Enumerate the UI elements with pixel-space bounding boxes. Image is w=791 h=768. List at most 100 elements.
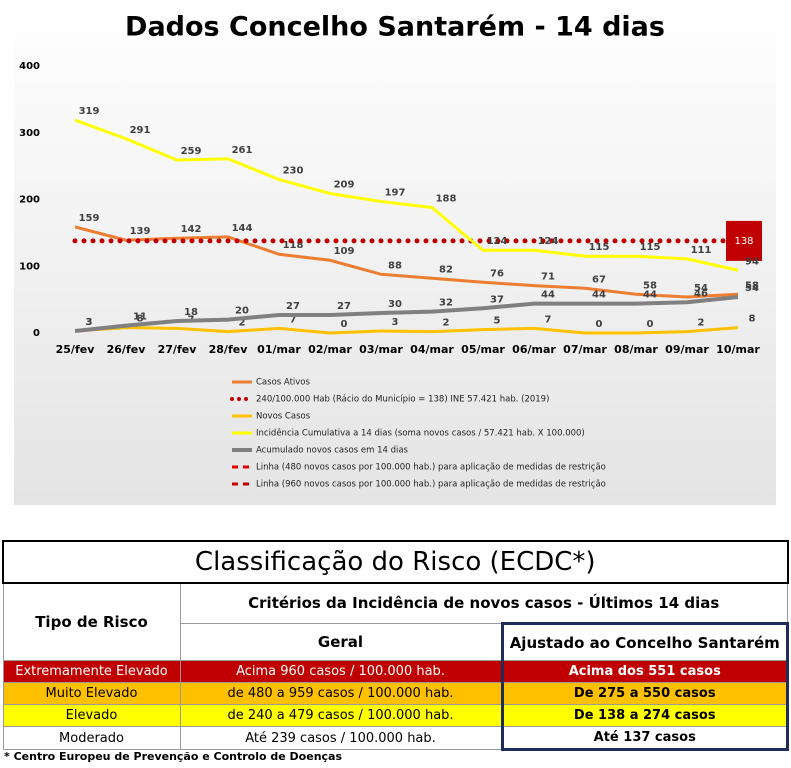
data-label: 261 [232,145,253,156]
data-label: 2 [698,318,705,329]
cell: Elevado [2,704,181,727]
data-label: 7 [545,314,552,325]
cell: De 275 a 550 casos [500,682,789,705]
data-label: 109 [334,246,355,257]
footnote: * Centro Europeu de Prevenção e Controlo… [4,750,343,763]
data-label: 209 [334,179,355,190]
data-label: 139 [130,226,151,237]
x-tick-label: 01/mar [257,343,301,356]
series-line [74,326,739,335]
data-label: 44 [592,290,606,301]
data-label: 5 [494,316,501,327]
data-label: 3 [86,317,93,328]
x-tick-label: 04/mar [410,343,454,356]
cell: Muito Elevado [2,682,181,705]
header-cell: Tipo de Risco [2,582,181,661]
data-label: 118 [283,240,304,251]
cell: Acima dos 551 casos [500,660,789,683]
data-label: 0 [341,319,348,330]
label-box [726,220,762,261]
data-label: 58 [643,280,657,291]
data-label: 8 [137,314,144,325]
data-label: 58 [745,280,759,291]
header-cell: Critérios da Incidência de novos casos -… [179,582,788,624]
x-tick-label: 02/mar [308,343,352,356]
x-tick-label: 26/fev [107,343,147,356]
data-label: 8 [749,314,756,325]
data-label: 0 [596,319,603,330]
data-label: 76 [490,268,504,279]
data-label: 144 [232,223,253,234]
data-label: 94 [745,256,759,267]
risk-table: Classificação do Risco (ECDC*) Tipo de R… [2,540,789,751]
data-label: 3 [86,317,93,328]
y-tick-label: 0 [33,328,40,339]
x-tick-label: 25/fev [56,343,96,356]
data-label: 20 [235,306,249,317]
data-label: 259 [181,146,202,157]
cell: Moderado [2,726,181,750]
data-label: 124 [538,236,559,247]
data-label: 54 [694,283,708,294]
y-tick-label: 200 [19,195,40,206]
data-label: 54 [745,283,759,294]
legend-label: Linha (960 novos casos por 100.000 hab.)… [256,480,606,490]
cell: Até 137 casos [500,726,789,751]
y-tick-label: 100 [19,261,40,272]
chart-title: Dados Concelho Santarém - 14 dias [125,12,665,43]
data-label: 30 [388,299,402,310]
data-label: 230 [283,165,304,176]
cell: Até 239 casos / 100.000 hab. [179,726,503,750]
y-tick-label: 300 [19,128,40,139]
data-label: 7 [290,314,297,325]
chart-background [14,2,776,505]
data-label: 142 [181,224,202,235]
data-label: 115 [640,242,661,253]
data-label: 88 [388,260,402,271]
data-label: 3 [392,317,399,328]
legend-label: Casos Ativos [256,378,310,388]
data-label: 2 [239,318,246,329]
x-tick-label: 09/mar [665,343,709,356]
data-label: 11 [133,312,147,323]
data-label: 138 [734,236,753,247]
legend-label: Acumulado novos casos em 14 dias [256,446,409,456]
data-label: 159 [79,213,100,224]
data-label: 319 [79,106,100,117]
x-tick-label: 08/mar [614,343,658,356]
data-label: 37 [490,294,504,305]
data-label: 111 [691,245,712,256]
table-title: Classificação do Risco (ECDC*) [2,540,789,584]
cell: De 138 a 274 casos [500,704,789,727]
data-label: 188 [436,194,457,205]
data-label: 27 [337,301,351,312]
data-label: 44 [643,290,657,301]
x-tick-label: 27/fev [158,343,198,356]
data-label: 2 [443,318,450,329]
data-label: 0 [647,319,654,330]
data-label: 27 [286,301,300,312]
data-label: 291 [130,125,151,136]
data-label: 46 [694,288,708,299]
series-line [74,294,739,333]
x-tick-label: 03/mar [359,343,403,356]
header-cell: Ajustado ao Concelho Santarém [500,622,789,661]
x-tick-label: 06/mar [512,343,556,356]
series-line [74,225,739,299]
legend-label: Incidência Cumulativa a 14 dias (soma no… [256,428,585,439]
cell: de 480 a 959 casos / 100.000 hab. [179,682,503,705]
y-tick-label: 400 [19,61,40,72]
data-label: 82 [439,264,453,275]
data-label: 124 [487,236,508,247]
data-label: 18 [184,307,198,318]
data-label: 67 [592,274,606,285]
data-label: 197 [385,188,406,199]
legend-label: Linha (480 novos casos por 100.000 hab.)… [256,463,606,473]
x-tick-label: 28/fev [209,343,249,356]
legend-label: Novos Casos [256,412,311,422]
chart: Dados Concelho Santarém - 14 dias 010020… [14,2,776,505]
cell: Extremamente Elevado [2,660,181,683]
series-line [74,118,739,272]
header-cell: Geral [179,623,503,661]
